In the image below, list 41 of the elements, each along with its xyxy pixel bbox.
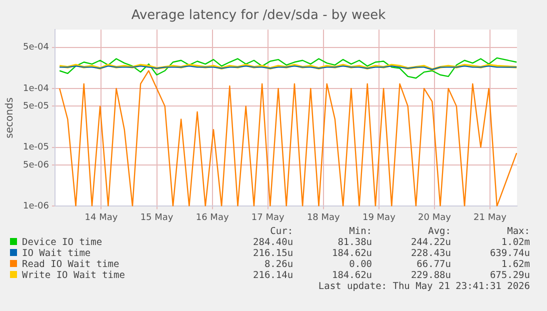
y-tick-label: 1e-04 xyxy=(22,84,50,94)
text: 1.62m xyxy=(500,259,531,270)
text: 8.26u xyxy=(263,259,294,270)
y-axis-title: seconds xyxy=(4,97,16,138)
text: 0.00 xyxy=(348,259,374,270)
text: 244.22u xyxy=(410,237,452,248)
y-tick-label: 1e-05 xyxy=(22,142,49,153)
text: 675.29u xyxy=(488,270,531,281)
text: 284.40u xyxy=(252,237,294,248)
x-tick-label: 18 May xyxy=(306,212,341,223)
text: 216.14u xyxy=(252,270,294,281)
y-tick-label: 1e-06 xyxy=(22,202,50,212)
text: Min: xyxy=(348,226,374,237)
text: Last update: Thu May 21 23:41:31 2026 xyxy=(317,281,531,292)
text: 81.38u xyxy=(336,237,374,248)
text: 66.77u xyxy=(416,259,452,270)
x-tick-label: 16 May xyxy=(196,212,230,223)
text: 184.62u xyxy=(330,248,374,259)
x-tick-label: 17 May xyxy=(251,212,285,223)
y-tick-label: 5e-06 xyxy=(22,160,50,170)
y-tick-label: 5e-04 xyxy=(22,42,50,53)
text: Cur: xyxy=(269,226,294,237)
text: 639.74u xyxy=(488,248,531,259)
x-tick-label: 21 May xyxy=(474,212,508,223)
x-tick-label: 20 May xyxy=(418,212,452,223)
text: 1.02m xyxy=(500,237,531,248)
text: 184.62u xyxy=(330,270,374,281)
legend-label: IO Wait time xyxy=(22,248,91,259)
text: 216.15u xyxy=(252,248,294,259)
x-tick-label: 15 May xyxy=(140,212,174,223)
text: Max: xyxy=(506,226,531,237)
x-tick-label: 19 May xyxy=(362,212,396,223)
text: 229.88u xyxy=(410,270,452,281)
y-tick-label: 5e-05 xyxy=(22,102,49,112)
legend-label: Read IO Wait time xyxy=(22,259,120,270)
legend-label: Device IO time xyxy=(22,237,102,248)
text: 228.43u xyxy=(410,248,452,259)
text: Avg: xyxy=(427,226,452,237)
x-tick-label: 14 May xyxy=(84,212,118,223)
chart-title: Average latency for /dev/sda - by week xyxy=(131,8,386,24)
legend-label: Write IO Wait time xyxy=(22,270,125,281)
